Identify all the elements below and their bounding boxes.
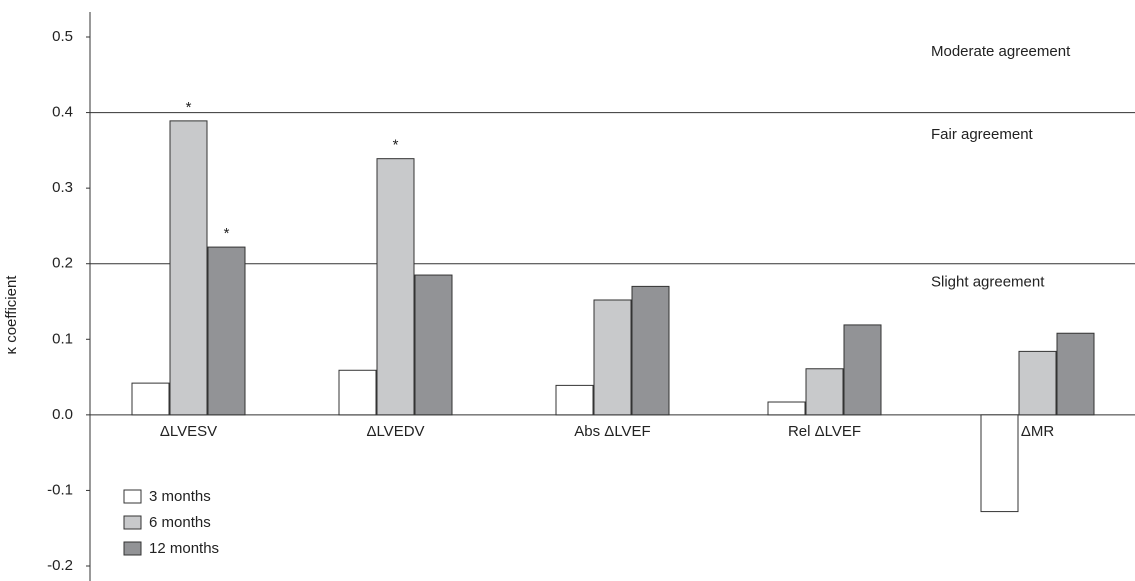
- category-label-lvedv: ΔLVEDV: [366, 423, 424, 440]
- bar-rel-lvef-3-months: [767, 401, 806, 416]
- y-tick-label: 0.1: [52, 330, 73, 347]
- bar-lvesv-6-months: [169, 120, 208, 416]
- bars: [131, 120, 1095, 513]
- bar-abs-lvef-12-months: [631, 285, 670, 416]
- significance-marker: *: [393, 137, 399, 154]
- significance-marker: *: [224, 225, 230, 242]
- y-tick-label: 0.3: [52, 179, 73, 196]
- y-tick-label: -0.1: [47, 481, 73, 498]
- y-tick-label: 0.4: [52, 104, 73, 121]
- bar-lvedv-12-months: [414, 274, 453, 416]
- y-tick-label: 0.0: [52, 406, 73, 423]
- zone-label-moderate-agreement: Moderate agreement: [931, 43, 1071, 60]
- legend-swatch-12-months: [123, 541, 142, 556]
- legend-label-12-months: 12 months: [149, 540, 219, 557]
- legend-swatch-6-months: [123, 515, 142, 530]
- legend: 3 months 6 months 12 months: [123, 488, 219, 557]
- y-tick-label: 0.2: [52, 255, 73, 272]
- legend-label-6-months: 6 months: [149, 514, 211, 531]
- zone-label-slight-agreement: Slight agreement: [931, 274, 1045, 291]
- category-label-rel-lvef: Rel ΔLVEF: [788, 423, 861, 440]
- bar-abs-lvef-6-months: [593, 299, 632, 416]
- bar-lvesv-3-months: [131, 382, 170, 416]
- legend-swatch-3-months: [123, 489, 142, 504]
- category-labels: ΔLVESV ΔLVEDV Abs ΔLVEF Rel ΔLVEF ΔMR: [160, 423, 1054, 440]
- bar-rel-lvef-12-months: [843, 324, 882, 416]
- significance-markers: * * *: [186, 99, 399, 242]
- bar-mr-3-months: [980, 414, 1019, 513]
- bar-lvedv-6-months: [376, 158, 415, 416]
- zone-label-fair-agreement: Fair agreement: [931, 126, 1034, 143]
- bar-rel-lvef-6-months: [805, 368, 844, 416]
- y-axis-title: κ coefficient: [3, 275, 20, 355]
- significance-marker: *: [186, 99, 192, 116]
- y-axis: 0.5 0.4 0.3 0.2 0.1 0.0 -0.1 -0.2: [47, 12, 91, 581]
- bar-mr-12-months: [1056, 332, 1095, 416]
- bar-abs-lvef-3-months: [555, 384, 594, 416]
- legend-label-3-months: 3 months: [149, 488, 211, 505]
- category-label-abs-lvef: Abs ΔLVEF: [574, 423, 650, 440]
- category-label-lvesv: ΔLVESV: [160, 423, 217, 440]
- y-tick-label: -0.2: [47, 557, 73, 574]
- y-tick-label: 0.5: [52, 28, 73, 45]
- category-label-mr: ΔMR: [1021, 423, 1055, 440]
- bar-lvedv-3-months: [338, 369, 377, 416]
- bar-mr-6-months: [1018, 350, 1057, 416]
- bar-lvesv-12-months: [207, 246, 246, 416]
- agreement-zone-labels: Moderate agreement Fair agreement Slight a…: [931, 43, 1071, 290]
